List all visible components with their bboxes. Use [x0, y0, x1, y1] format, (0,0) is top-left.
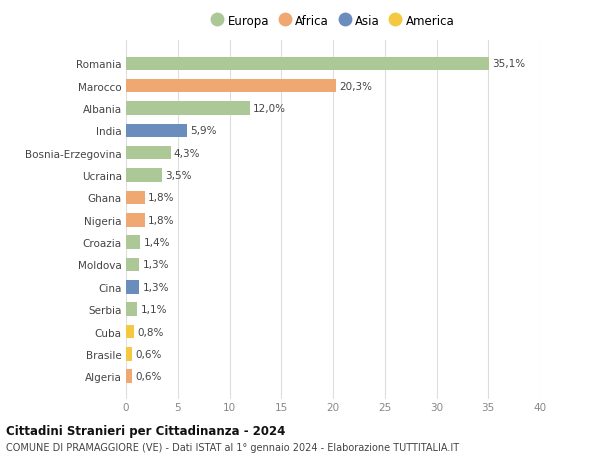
- Text: 20,3%: 20,3%: [339, 82, 372, 91]
- Bar: [126, 191, 145, 205]
- Text: 1,3%: 1,3%: [143, 260, 169, 270]
- Text: 1,8%: 1,8%: [148, 215, 174, 225]
- Bar: [126, 80, 336, 93]
- Text: 0,6%: 0,6%: [136, 349, 161, 359]
- Text: COMUNE DI PRAMAGGIORE (VE) - Dati ISTAT al 1° gennaio 2024 - Elaborazione TUTTIT: COMUNE DI PRAMAGGIORE (VE) - Dati ISTAT …: [6, 442, 459, 452]
- Text: Cittadini Stranieri per Cittadinanza - 2024: Cittadini Stranieri per Cittadinanza - 2…: [6, 425, 286, 437]
- Bar: [126, 303, 137, 316]
- Text: 12,0%: 12,0%: [253, 104, 286, 114]
- Bar: [126, 236, 140, 249]
- Text: 0,6%: 0,6%: [136, 371, 161, 381]
- Text: 1,3%: 1,3%: [143, 282, 169, 292]
- Text: 1,4%: 1,4%: [143, 238, 170, 247]
- Text: 1,1%: 1,1%: [140, 304, 167, 314]
- Text: 0,8%: 0,8%: [137, 327, 164, 337]
- Bar: [126, 347, 132, 361]
- Text: 35,1%: 35,1%: [493, 59, 526, 69]
- Bar: [126, 57, 489, 71]
- Bar: [126, 102, 250, 116]
- Bar: [126, 147, 170, 160]
- Bar: [126, 280, 139, 294]
- Bar: [126, 124, 187, 138]
- Bar: [126, 258, 139, 272]
- Text: 3,5%: 3,5%: [166, 171, 192, 181]
- Bar: [126, 169, 162, 182]
- Bar: [126, 369, 132, 383]
- Text: 4,3%: 4,3%: [173, 148, 200, 158]
- Bar: [126, 213, 145, 227]
- Bar: [126, 325, 134, 338]
- Text: 1,8%: 1,8%: [148, 193, 174, 203]
- Legend: Europa, Africa, Asia, America: Europa, Africa, Asia, America: [208, 11, 458, 31]
- Text: 5,9%: 5,9%: [190, 126, 217, 136]
